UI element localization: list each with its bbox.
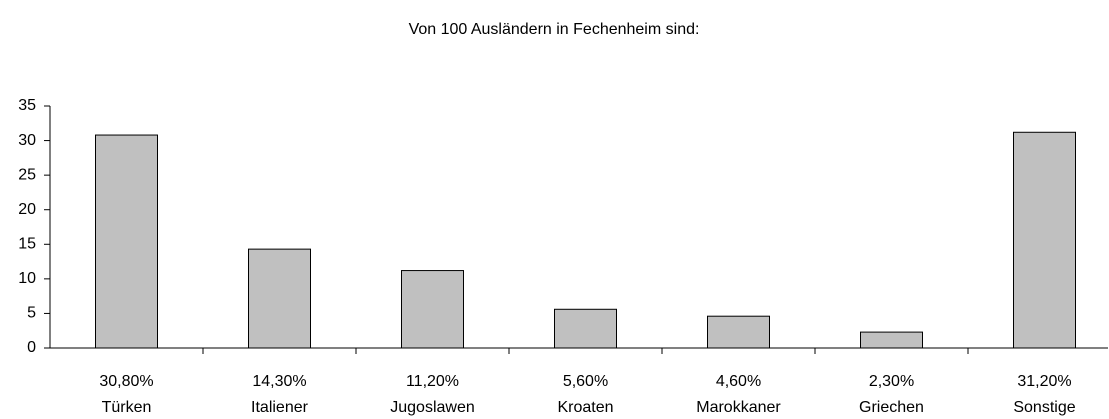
x-tick-label: Jugoslawen (390, 399, 475, 416)
y-tick-label: 15 (18, 236, 36, 253)
value-label: 31,20% (1017, 373, 1071, 390)
x-tick-label: Italiener (251, 399, 309, 416)
bar (860, 331, 923, 349)
value-label: 4,60% (716, 373, 761, 390)
x-tick-label: Türken (102, 399, 152, 416)
bar (95, 134, 158, 349)
bar (1013, 131, 1076, 349)
value-label: 30,80% (99, 373, 153, 390)
value-label: 5,60% (563, 373, 608, 390)
x-tick-label: Marokkaner (696, 399, 781, 416)
y-tick-label: 30 (18, 132, 36, 149)
y-tick-label: 35 (18, 97, 36, 114)
x-tick-label: Sonstige (1013, 399, 1075, 416)
x-tick-label: Kroaten (557, 399, 613, 416)
bar (401, 270, 464, 349)
value-label: 14,30% (252, 373, 306, 390)
value-label: 2,30% (869, 373, 914, 390)
y-tick-label: 0 (27, 339, 36, 356)
bar (707, 315, 770, 349)
y-tick-label: 10 (18, 270, 36, 287)
y-tick-label: 25 (18, 166, 36, 183)
bar (248, 248, 311, 349)
bar (554, 308, 617, 349)
y-tick-label: 20 (18, 201, 36, 218)
value-label: 11,20% (406, 373, 459, 390)
x-tick-label: Griechen (859, 399, 924, 416)
chart-title: Von 100 Ausländern in Fechenheim sind: (409, 21, 700, 38)
y-tick-label: 5 (27, 305, 36, 322)
